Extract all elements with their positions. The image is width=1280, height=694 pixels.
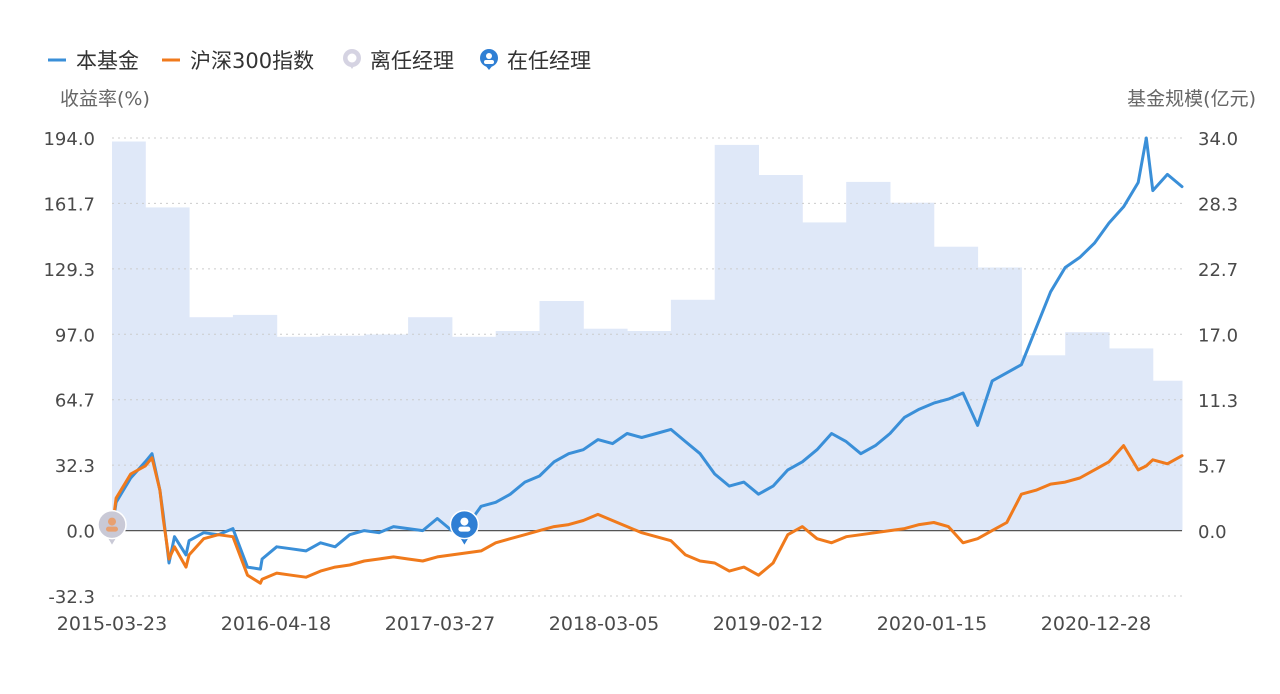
scale-bar (320, 335, 365, 531)
former-manager-icon (343, 49, 361, 69)
scale-bar (714, 144, 759, 531)
legend: 本基金 沪深300指数 离任经理 (48, 49, 591, 73)
scale-bar (802, 222, 847, 531)
legend-label-index: 沪深300指数 (190, 49, 314, 73)
left-tick-label: 32.3 (55, 456, 95, 477)
legend-item-current-manager[interactable]: 在任经理 (480, 49, 591, 73)
x-tick-label: 2017-03-27 (385, 613, 495, 635)
scale-bar (1065, 332, 1110, 531)
legend-item-former-manager[interactable]: 离任经理 (343, 49, 454, 73)
line-layer (110, 136, 1184, 585)
scale-bar (232, 314, 278, 531)
right-tick-label: 34.0 (1198, 129, 1238, 150)
legend-item-fund[interactable]: 本基金 (48, 49, 139, 73)
x-tick-label: 2015-03-23 (57, 613, 167, 635)
right-tick-label: 17.0 (1198, 326, 1238, 347)
x-tick-label: 2020-01-15 (877, 613, 987, 635)
scale-bar (408, 317, 453, 531)
scale-bar (539, 301, 584, 531)
scale-bar (670, 299, 716, 531)
left-tick-label: 161.7 (43, 194, 95, 215)
scale-bar (1109, 348, 1154, 531)
index-series-line (110, 444, 1184, 585)
scale-bar (112, 141, 146, 531)
right-tick-label: 0.0 (1198, 522, 1227, 543)
right-tick-label: 11.3 (1198, 391, 1238, 412)
fund-series-line (110, 136, 1184, 571)
right-tick-label: 5.7 (1198, 457, 1227, 478)
left-tick-label: 0.0 (66, 522, 95, 543)
grid-layer (112, 137, 1182, 597)
right-tick-label: 22.7 (1198, 260, 1238, 281)
left-axis-title: 收益率(%) (60, 88, 150, 110)
x-tick-label: 2016-04-18 (221, 613, 331, 635)
former-manager-marker-icon[interactable] (97, 509, 127, 545)
current-manager-icon (480, 49, 498, 70)
right-axis-title: 基金规模(亿元) (1127, 88, 1256, 110)
scale-bar (189, 317, 234, 531)
scale-bar (977, 267, 1022, 531)
x-tick-label: 2018-03-05 (549, 613, 659, 635)
left-tick-label: 97.0 (55, 325, 95, 346)
scale-bar (933, 246, 979, 531)
scale-bar (890, 202, 935, 531)
left-tick-label: 129.3 (43, 260, 95, 281)
marker-layer (97, 509, 480, 545)
legend-item-index[interactable]: 沪深300指数 (162, 49, 314, 73)
left-tick-label: 64.7 (55, 391, 95, 412)
scale-bar (583, 328, 628, 531)
scale-bar (758, 175, 803, 531)
left-tick-label: -32.3 (48, 587, 95, 608)
scale-bar (1021, 355, 1066, 531)
scale-bar (276, 336, 321, 531)
legend-label-fund: 本基金 (76, 49, 139, 73)
scale-bar (145, 207, 190, 531)
scale-bar (364, 334, 409, 531)
right-tick-label: 28.3 (1198, 195, 1238, 216)
legend-label-current-manager: 在任经理 (507, 49, 591, 73)
current-manager-marker-icon[interactable] (449, 509, 480, 545)
scale-bar (495, 331, 540, 531)
scale-bar (1152, 380, 1183, 531)
legend-label-former-manager: 离任经理 (370, 49, 454, 73)
x-tick-label: 2020-12-28 (1041, 613, 1151, 635)
scale-bar (451, 336, 497, 531)
left-tick-label: 194.0 (43, 129, 95, 150)
scale-bar (846, 181, 891, 531)
tick-layer: 194.0 161.7 129.3 97.0 64.7 32.3 0.0 -32.3 34.0 2… (43, 129, 1238, 635)
x-tick-label: 2019-02-12 (713, 613, 823, 635)
scale-area-layer (112, 141, 1183, 531)
